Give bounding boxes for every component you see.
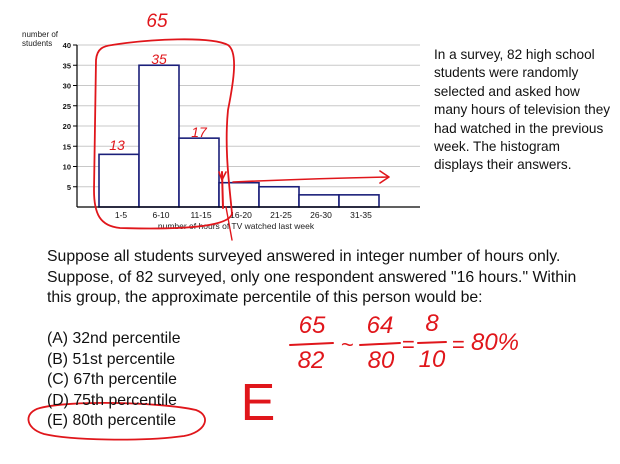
bars-loop	[93, 38, 235, 230]
histogram-bar	[218, 181, 260, 208]
x-category-label: 26-30	[310, 210, 332, 220]
choice-c: (C) 67th percentile	[47, 370, 180, 391]
histogram-bar	[338, 194, 380, 208]
x-category-label: 21-25	[270, 210, 292, 220]
choice-b: (B) 51st percentile	[47, 350, 180, 371]
y-tick-label: 5	[67, 183, 71, 192]
choice-text: 67th percentile	[73, 371, 177, 388]
choice-a: (A) 32nd percentile	[47, 329, 180, 350]
y-tick-label: 20	[63, 122, 71, 131]
fraction-bar	[289, 342, 334, 346]
choice-e: (E) 80th percentile	[47, 411, 180, 432]
y-tick-label: 40	[63, 41, 71, 50]
y-tick-label: 15	[63, 142, 71, 151]
fraction-denominator: 82	[298, 347, 325, 374]
answer-letter: E	[241, 374, 276, 432]
result-value: 80%	[471, 329, 519, 356]
fraction-denominator: 10	[419, 346, 446, 373]
choice-letter: (D)	[47, 391, 69, 409]
equals-sign: =	[452, 332, 465, 357]
sum-label: 65	[146, 11, 168, 32]
choice-letter: (A)	[47, 330, 69, 347]
question-text: Suppose all students surveyed answered i…	[47, 248, 577, 306]
y-tick-label: 10	[63, 163, 71, 172]
x-category-label: 16-20	[230, 210, 252, 220]
equals-sign: =	[402, 332, 415, 357]
choice-text: 75th percentile	[73, 391, 177, 409]
right-arrow-shaft	[232, 176, 389, 183]
choice-text: 80th percentile	[72, 412, 177, 429]
x-axis-label: number of hours of TV watched last week	[158, 221, 315, 231]
histogram-bar	[178, 137, 220, 208]
fraction-numerator: 65	[299, 312, 326, 339]
survey-description: In a survey, 82 high school students wer…	[434, 47, 611, 173]
fraction-bar	[359, 342, 401, 346]
choice-letter: (B)	[47, 350, 69, 368]
fraction-numerator: 64	[367, 312, 394, 339]
approx-sign: ~	[341, 332, 354, 357]
y-axis-label: number of students	[22, 30, 66, 48]
x-category-label: 11-15	[190, 210, 211, 220]
answer-choices: (A) 32nd percentile (B) 51st percentile …	[47, 329, 180, 432]
fraction-bar	[417, 341, 447, 344]
marker-arrow	[218, 171, 227, 181]
choice-text: 32nd percentile	[72, 330, 181, 347]
x-category-label: 6-10	[152, 210, 169, 220]
fraction-denominator: 80	[368, 347, 395, 374]
x-category-label: 1-5	[115, 210, 128, 220]
y-tick-label: 35	[63, 61, 71, 70]
x-category-label: 31-35	[350, 210, 372, 220]
histogram-bar	[258, 185, 300, 208]
y-tick-label: 30	[63, 82, 71, 91]
answer-circle	[27, 402, 206, 441]
choice-d: (D) 75th percentile	[47, 391, 180, 412]
fraction-numerator: 8	[425, 310, 439, 337]
choice-letter: (C)	[47, 371, 69, 388]
bar-label: 35	[151, 51, 167, 67]
histogram-bar	[98, 153, 140, 208]
right-arrow-head	[379, 170, 390, 184]
choice-text: 51st percentile	[72, 350, 176, 368]
y-axis-label-text: number of students	[22, 30, 59, 48]
bar-label: 13	[109, 137, 125, 153]
histogram-bar	[298, 194, 340, 208]
histogram-bar	[138, 64, 180, 208]
choice-letter: (E)	[47, 412, 69, 429]
bar-label: 17	[191, 124, 208, 140]
marker-tail	[225, 206, 233, 241]
y-tick-label: 25	[63, 102, 71, 111]
